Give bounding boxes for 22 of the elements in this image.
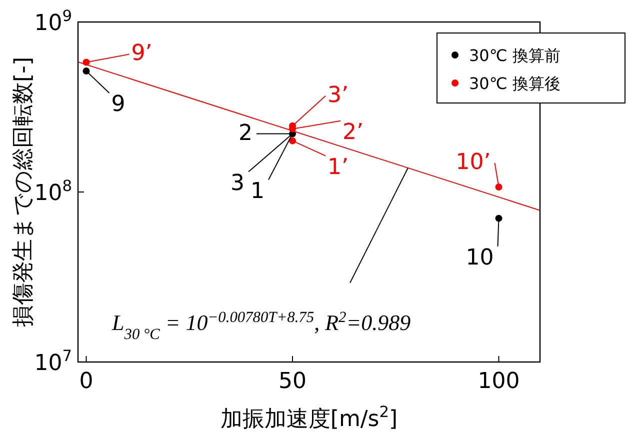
legend-label: 30℃ 換算後 bbox=[469, 74, 560, 93]
y-tick-label: 10$^{9}$ bbox=[34, 7, 72, 36]
annotation: 3’ bbox=[328, 82, 348, 108]
y-axis-title: 損傷発生までの総回転数[-] bbox=[11, 56, 36, 328]
y-tick-label: 10$^{7}$ bbox=[34, 347, 72, 376]
annotation: 9’ bbox=[131, 41, 152, 66]
y-tick-label: 10$^{8}$ bbox=[34, 177, 72, 206]
annotation: 10’ bbox=[456, 150, 491, 176]
annotation: 3 bbox=[230, 170, 244, 196]
annotation: L$_{30 °C}$ = 10$^{−0.00780T+8.75}$, R$^{2}$=0.989 bbox=[111, 308, 411, 342]
point bbox=[82, 67, 90, 74]
x-axis-title: 加振加速度[m/s$^{2}$] bbox=[220, 403, 398, 432]
annotation: 2 bbox=[238, 120, 252, 146]
annotation: 1 bbox=[250, 178, 264, 204]
annotation: 9 bbox=[111, 92, 126, 117]
x-tick-label: 50 bbox=[278, 369, 306, 394]
annotation: 1’ bbox=[328, 154, 348, 180]
legend-label: 30℃ 換算前 bbox=[469, 46, 560, 65]
x-tick-label: 0 bbox=[79, 369, 94, 394]
x-tick-label: 100 bbox=[478, 369, 520, 394]
annotation: 2’ bbox=[342, 120, 364, 145]
annotation: 10 bbox=[466, 245, 494, 270]
